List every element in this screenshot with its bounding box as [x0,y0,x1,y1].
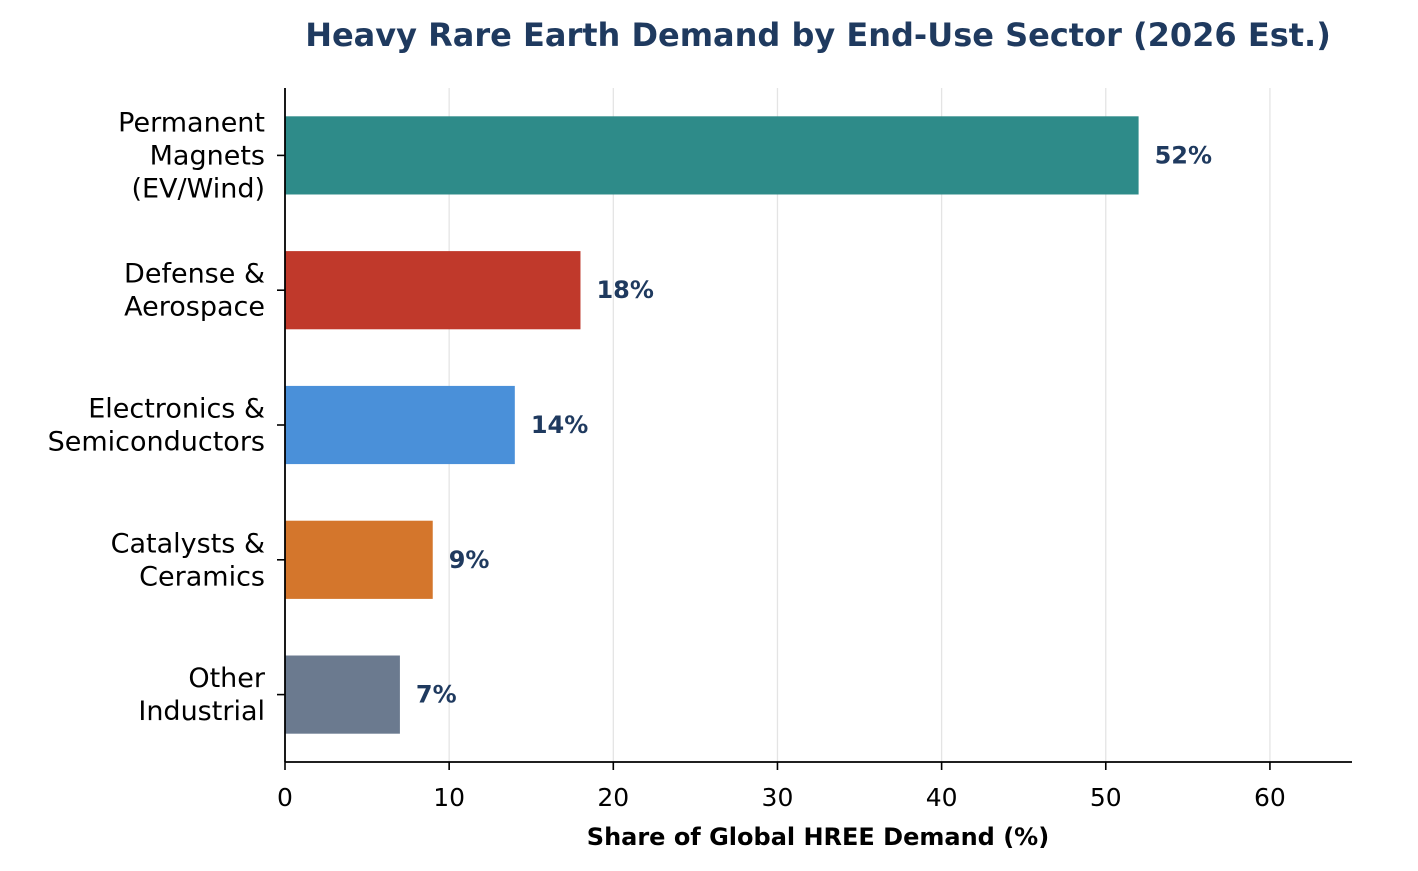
grid-lines [448,88,1271,762]
bars [285,116,1139,734]
y-axis: Permanent Magnets (EV/Wind) Defense & Aerosp… [48,88,286,762]
bar [285,385,515,465]
y-tick-label: Catalysts & Ceramics [111,528,265,592]
x-tick-label: 30 [762,783,794,812]
y-tick-label: Electronics & Semiconductors [48,394,265,458]
bar [285,251,581,330]
bar [285,116,1139,195]
x-tick-label: 50 [1090,783,1122,812]
data-label: 9% [449,546,490,574]
data-labels: 52% 18% 14% 9% 7% [416,141,1212,708]
y-tick-label: Permanent Magnets (EV/Wind) [118,107,265,204]
x-tick-label: 40 [926,783,958,812]
y-tick-label: Other Industrial [138,663,266,727]
bar [285,655,400,734]
chart-title: Heavy Rare Earth Demand by End-Use Secto… [305,16,1331,54]
x-axis-label: Share of Global HREE Demand (%) [587,823,1049,851]
x-tick-label: 60 [1254,783,1286,812]
x-tick-label: 10 [433,783,465,812]
bar [285,520,433,599]
x-axis: 0 10 20 30 40 50 60 [277,761,1352,812]
data-label: 52% [1155,141,1212,169]
data-label: 14% [531,411,588,439]
x-tick-label: 0 [277,783,293,812]
data-label: 7% [416,681,457,709]
x-tick-label: 20 [597,783,629,812]
data-label: 18% [596,276,653,304]
y-tick-label: Defense & Aerospace [124,259,265,323]
